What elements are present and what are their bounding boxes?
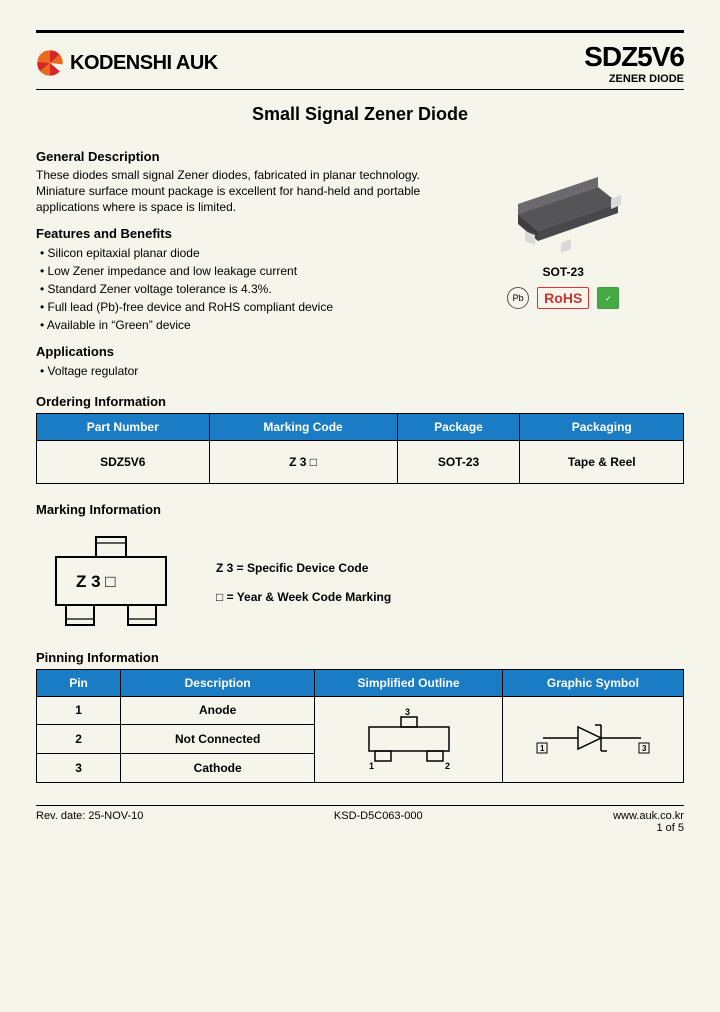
th-desc: Description — [121, 669, 315, 696]
svg-text:2: 2 — [445, 761, 450, 771]
td-desc: Not Connected — [121, 725, 315, 754]
feature-item: Silicon epitaxial planar diode — [40, 244, 422, 262]
package-3d-icon — [483, 139, 643, 259]
svg-text:3: 3 — [405, 707, 410, 717]
feature-item: Available in “Green” device — [40, 316, 422, 334]
graphic-symbol: 1 3 — [502, 696, 683, 782]
th-outline: Simplified Outline — [315, 669, 503, 696]
td-desc: Anode — [121, 696, 315, 725]
td-pin: 2 — [37, 725, 121, 754]
part-type: ZENER DIODE — [584, 73, 684, 85]
footer: Rev. date: 25-NOV-10 KSD-D5C063-000 www.… — [36, 810, 684, 834]
svg-text:1: 1 — [369, 761, 374, 771]
section-marking: Marking Information — [36, 502, 684, 517]
feature-item: Full lead (Pb)-free device and RoHS comp… — [40, 298, 422, 316]
feature-item: Standard Zener voltage tolerance is 4.3%… — [40, 280, 422, 298]
table-row: SDZ5V6 Z 3 □ SOT-23 Tape & Reel — [37, 440, 684, 483]
marking-legend: Z 3 = Specific Device Code □ = Year & We… — [216, 554, 391, 612]
th-symbol: Graphic Symbol — [502, 669, 683, 696]
simplified-outline: 3 1 2 — [315, 696, 503, 782]
section-features: Features and Benefits — [36, 226, 422, 241]
brand-logo: KODENSHI AUK — [36, 49, 218, 77]
svg-text:1: 1 — [540, 744, 545, 753]
th-packaging: Packaging — [520, 413, 684, 440]
part-header: SDZ5V6 ZENER DIODE — [584, 41, 684, 85]
svg-text:3: 3 — [642, 744, 647, 753]
legend-line-1: Z 3 = Specific Device Code — [216, 554, 391, 583]
td-part-number: SDZ5V6 — [37, 440, 210, 483]
td-pin: 3 — [37, 753, 121, 782]
logo-icon — [36, 49, 64, 77]
footer-doc: KSD-D5C063-000 — [334, 810, 423, 834]
ordering-table: Part Number Marking Code Package Packagi… — [36, 413, 684, 484]
page-title: Small Signal Zener Diode — [36, 104, 684, 125]
general-description-text: These diodes small signal Zener diodes, … — [36, 167, 422, 216]
marking-diagram: Z 3 □ — [36, 527, 186, 640]
section-ordering: Ordering Information — [36, 394, 684, 409]
footer-page: 1 of 5 — [656, 822, 684, 834]
applications-list: Voltage regulator — [36, 362, 422, 380]
brand-name: KODENSHI AUK — [70, 52, 218, 75]
pinning-table: Pin Description Simplified Outline Graph… — [36, 669, 684, 783]
th-marking-code: Marking Code — [209, 413, 397, 440]
td-packaging: Tape & Reel — [520, 440, 684, 483]
section-applications: Applications — [36, 344, 422, 359]
section-general-description: General Description — [36, 149, 422, 164]
table-row: 1 Anode 3 1 2 1 — [37, 696, 684, 725]
td-marking-code: Z 3 □ — [209, 440, 397, 483]
th-pin: Pin — [37, 669, 121, 696]
compliance-badges: Pb RoHS ✓ — [442, 287, 684, 309]
legend-line-2: □ = Year & Week Code Marking — [216, 583, 391, 612]
th-package: Package — [397, 413, 520, 440]
green-icon: ✓ — [597, 287, 619, 309]
section-pinning: Pinning Information — [36, 650, 684, 665]
td-package: SOT-23 — [397, 440, 520, 483]
th-part-number: Part Number — [37, 413, 210, 440]
header: KODENSHI AUK SDZ5V6 ZENER DIODE — [36, 41, 684, 85]
td-desc: Cathode — [121, 753, 315, 782]
pbfree-icon: Pb — [507, 287, 529, 309]
td-pin: 1 — [37, 696, 121, 725]
feature-item: Low Zener impedance and low leakage curr… — [40, 262, 422, 280]
package-label: SOT-23 — [442, 265, 684, 279]
features-list: Silicon epitaxial planar diode Low Zener… — [36, 244, 422, 334]
footer-url: www.auk.co.kr — [613, 810, 684, 822]
rohs-icon: RoHS — [537, 287, 589, 309]
application-item: Voltage regulator — [40, 362, 422, 380]
marking-chip-label: Z 3 □ — [76, 572, 116, 591]
part-number: SDZ5V6 — [584, 41, 684, 73]
footer-rev: Rev. date: 25-NOV-10 — [36, 810, 143, 834]
